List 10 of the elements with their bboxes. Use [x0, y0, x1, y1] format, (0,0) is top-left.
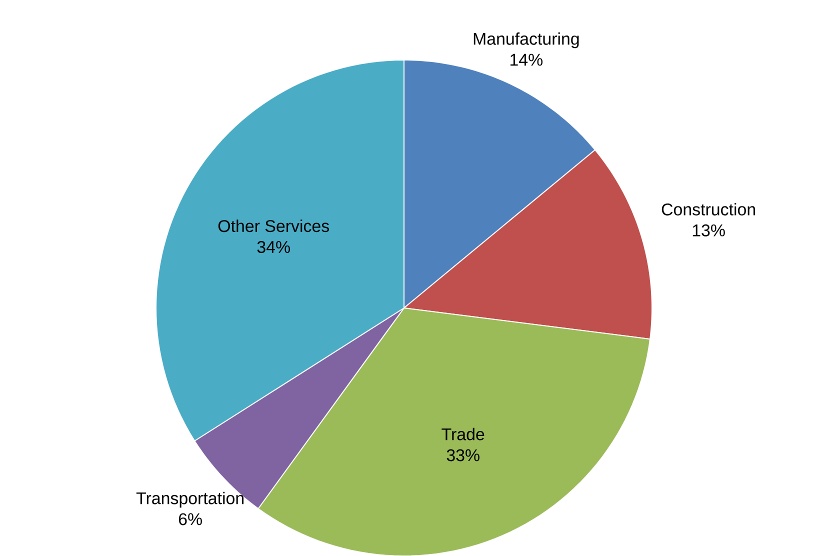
slice-label: Manufacturing	[474, 32, 579, 48]
data-label: 14%	[510, 54, 543, 66]
slice-label: Transportation	[136, 492, 244, 508]
data-label: 13%	[692, 224, 725, 236]
data-label: 6%	[178, 512, 202, 525]
slice-label: Trade	[442, 428, 484, 440]
slice-label: Construction	[662, 202, 755, 216]
data-label: 33%	[446, 448, 480, 461]
slice-label: Other Services	[218, 219, 329, 232]
data-label: 34%	[257, 240, 290, 253]
